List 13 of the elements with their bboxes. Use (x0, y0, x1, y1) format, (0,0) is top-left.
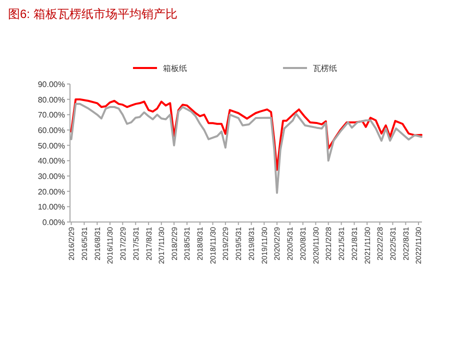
y-tick-label: 30.00% (38, 172, 65, 181)
y-tick-label: 50.00% (38, 141, 65, 150)
y-tick-label: 0.00% (42, 218, 65, 227)
title: 图6: 箱板瓦楞纸市场平均销产比 (8, 7, 178, 21)
y-tick-label: 60.00% (38, 126, 65, 135)
y-tick-label: 80.00% (38, 95, 65, 104)
y-tick-label: 20.00% (38, 187, 65, 196)
y-tick-label: 40.00% (38, 156, 65, 166)
legend-label: 瓦楞纸 (313, 64, 337, 73)
y-tick-label: 70.00% (38, 110, 65, 120)
legend-label: 箱板纸 (163, 64, 187, 73)
y-tick-label: 90.00% (38, 80, 65, 89)
y-tick-label: 10.00% (38, 202, 65, 212)
